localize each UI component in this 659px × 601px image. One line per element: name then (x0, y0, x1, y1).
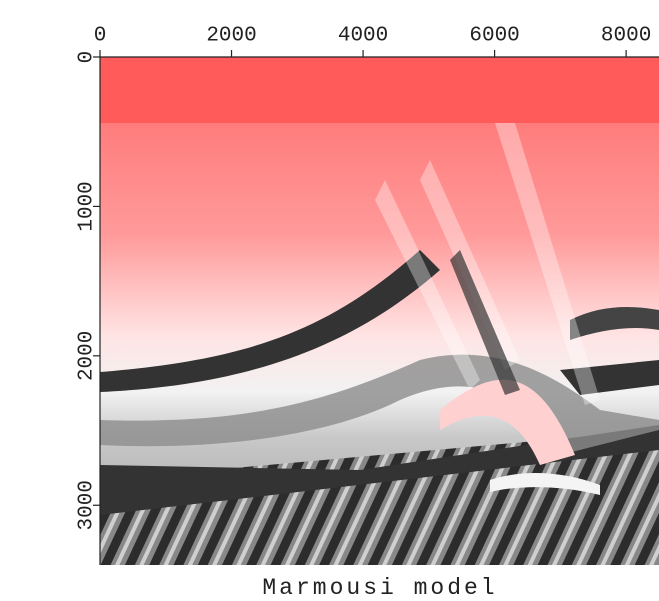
chart-title: Marmousi model (262, 575, 497, 601)
y-tick-label: 1000 (76, 181, 99, 231)
x-tick-label: 4000 (338, 25, 388, 48)
x-tick-label: 8000 (601, 25, 651, 48)
y-tick-label: 3000 (76, 480, 99, 530)
y-tick-label: 2000 (76, 331, 99, 381)
x-tick-label: 6000 (469, 25, 519, 48)
x-tick-label: 0 (94, 25, 107, 48)
x-tick-label: 2000 (206, 25, 256, 48)
y-tick-label: 0 (76, 51, 99, 64)
velocity-image (100, 57, 659, 565)
